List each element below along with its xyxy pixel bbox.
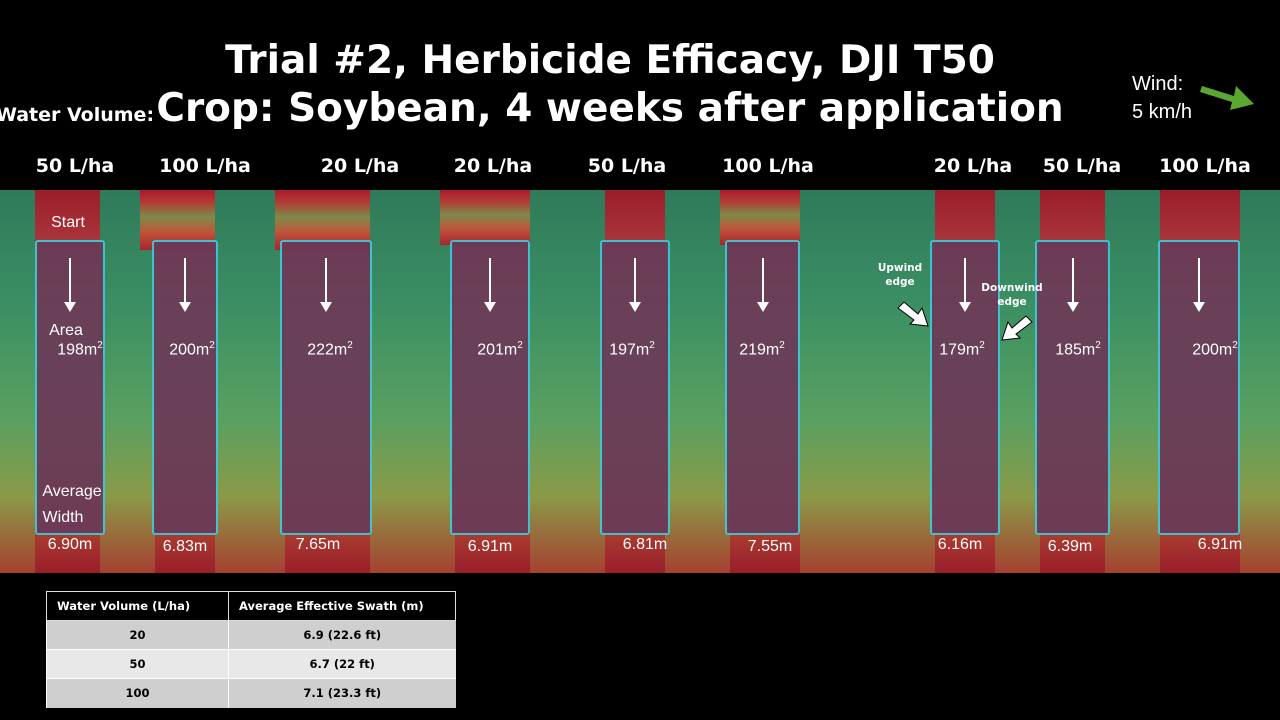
flight-direction-arrow-icon xyxy=(756,258,769,312)
cell-swath: 6.7 (22 ft) xyxy=(228,649,456,679)
plot-area-value: 200 xyxy=(1192,341,1219,359)
flight-direction-arrow-icon xyxy=(629,258,641,312)
plot-area-value: 197 xyxy=(609,341,636,359)
downwind-edge-label: Downwind edge xyxy=(981,282,1043,308)
plot-area-value: 179 xyxy=(939,341,966,359)
table-row: 20 6.9 (22.6 ft) xyxy=(46,620,456,650)
area-unit: m xyxy=(965,341,980,359)
title-line-2: Crop: Soybean, 4 weeks after application xyxy=(156,86,1064,131)
col-header-volume: Water Volume (L/ha) xyxy=(46,591,229,621)
area-unit-sup: 2 xyxy=(209,340,215,351)
treated-plot xyxy=(600,240,670,535)
water-volume-header: 20 L/ha xyxy=(933,155,1013,177)
plot-area-value: 222 xyxy=(307,341,334,359)
water-volume-header: 100 L/ha xyxy=(159,155,251,177)
flight-direction-arrow-icon xyxy=(320,258,332,312)
plot-average-width: 6.39m xyxy=(1047,538,1093,555)
water-volume-header: 50 L/ha xyxy=(1042,155,1122,177)
upwind-pointer-arrow-icon xyxy=(897,301,929,327)
flight-direction-arrow-icon xyxy=(179,258,191,312)
cell-volume: 50 xyxy=(46,649,229,679)
area-unit-sup: 2 xyxy=(1095,340,1101,351)
water-volume-header: 20 L/ha xyxy=(320,155,400,177)
swath-summary-table: Water Volume (L/ha) Average Effective Swa… xyxy=(46,591,456,708)
plot-area: 185m2 xyxy=(1055,340,1101,359)
wind-info: Wind: 5 km/h xyxy=(1132,70,1192,126)
area-unit-sup: 2 xyxy=(1232,340,1238,351)
area-unit-sup: 2 xyxy=(97,340,103,351)
area-unit: m xyxy=(1218,341,1233,359)
start-label: Start xyxy=(51,214,85,231)
plot-area: 219m2 xyxy=(739,340,785,359)
plot-average-width: 6.16m xyxy=(937,536,983,553)
water-volume-header: 50 L/ha xyxy=(35,155,115,177)
area-unit-sup: 2 xyxy=(347,340,353,351)
area-unit: m xyxy=(1081,341,1096,359)
area-unit-sup: 2 xyxy=(517,340,523,351)
plot-average-width: 7.55m xyxy=(747,538,793,555)
plot-area: 200m2 xyxy=(1192,340,1238,359)
plot-area: 222m2 xyxy=(307,340,353,359)
flight-direction-arrow-icon xyxy=(1066,258,1079,312)
water-volume-header: 50 L/ha xyxy=(587,155,667,177)
cell-swath: 6.9 (22.6 ft) xyxy=(228,620,456,650)
col-header-swath: Average Effective Swath (m) xyxy=(228,591,456,621)
flight-direction-arrow-icon xyxy=(64,258,76,312)
treated-plot xyxy=(450,240,530,535)
plot-area-value: 198 xyxy=(57,341,84,359)
plot-area-value: 200 xyxy=(169,341,196,359)
wind-speed: 5 km/h xyxy=(1132,101,1193,123)
downwind-pointer-arrow-icon xyxy=(1001,315,1033,341)
water-volume-label: Water Volume: xyxy=(0,104,155,126)
average-width-label-2: Width xyxy=(42,509,84,526)
flight-direction-arrow-icon xyxy=(959,258,971,312)
plot-area: 197m2 xyxy=(609,340,655,359)
water-volume-header: 100 L/ha xyxy=(722,155,814,177)
title-line-1: Trial #2, Herbicide Efficacy, DJI T50 xyxy=(225,38,995,83)
table-row: 100 7.1 (23.3 ft) xyxy=(46,678,456,708)
plot-area: 179m2 xyxy=(939,340,985,359)
upwind-edge-label: Upwind edge xyxy=(877,262,923,288)
plot-average-width: 6.81m xyxy=(622,536,668,553)
cell-swath: 7.1 (23.3 ft) xyxy=(228,678,456,708)
treated-plot xyxy=(1158,240,1240,535)
area-unit-sup: 2 xyxy=(649,340,655,351)
area-unit: m xyxy=(765,341,780,359)
average-width-label-1: Average xyxy=(42,483,102,500)
area-unit: m xyxy=(635,341,650,359)
plot-area: 201m2 xyxy=(477,340,523,359)
cell-volume: 20 xyxy=(46,620,229,650)
plot-area: 200m2 xyxy=(169,340,215,359)
plot-area-value: 185 xyxy=(1055,341,1082,359)
area-unit-sup: 2 xyxy=(979,340,985,351)
plot-average-width: 7.65m xyxy=(295,536,341,553)
area-unit-sup: 2 xyxy=(779,340,785,351)
plot-average-width: 6.90m xyxy=(47,536,93,553)
table-row: 50 6.7 (22 ft) xyxy=(46,649,456,679)
area-label: Area xyxy=(49,322,83,339)
area-unit: m xyxy=(503,341,518,359)
plot-area-value: 219 xyxy=(739,341,766,359)
flight-direction-arrow-icon xyxy=(484,258,496,312)
wind-direction-arrow-icon xyxy=(1200,86,1254,110)
flight-direction-arrow-icon xyxy=(1193,258,1205,312)
field-image: Start Area Average Width Upwind edge Dow… xyxy=(0,190,1280,573)
plot-average-width: 6.83m xyxy=(162,538,208,555)
water-volume-header: 100 L/ha xyxy=(1159,155,1251,177)
plot-average-width: 6.91m xyxy=(1197,536,1243,553)
water-volume-header: 20 L/ha xyxy=(453,155,533,177)
wind-label: Wind: xyxy=(1132,73,1184,95)
area-unit: m xyxy=(333,341,348,359)
area-unit: m xyxy=(195,341,210,359)
cell-volume: 100 xyxy=(46,678,229,708)
plot-area: 198m2 xyxy=(57,340,103,359)
plot-average-width: 6.91m xyxy=(467,538,513,555)
area-unit: m xyxy=(83,341,98,359)
plot-area-value: 201 xyxy=(477,341,504,359)
